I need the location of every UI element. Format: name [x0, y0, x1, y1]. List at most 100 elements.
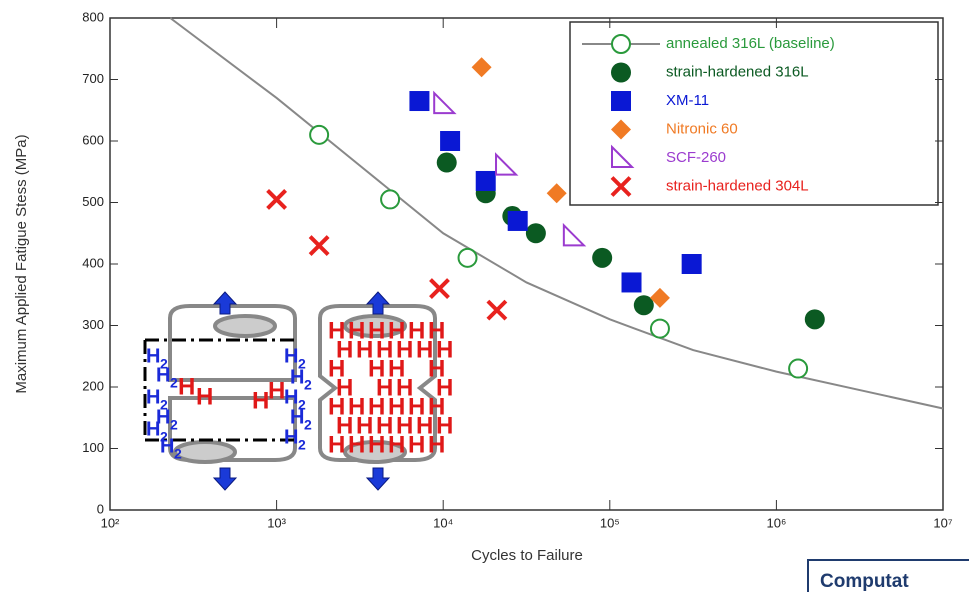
legend-marker [611, 62, 631, 83]
h-atom: H [436, 412, 453, 439]
data-point [633, 295, 654, 316]
h-atom: H [336, 374, 353, 401]
h-atom: H [416, 336, 433, 363]
specimen-cracked [318, 304, 437, 462]
legend-marker [610, 176, 632, 197]
data-point [681, 254, 702, 274]
h-atom: H [328, 355, 345, 382]
h2-subscript: 2 [304, 377, 312, 393]
h-atom: H [328, 431, 345, 458]
h2-subscript: 2 [170, 375, 178, 391]
data-point [409, 91, 430, 112]
legend-marker [611, 119, 631, 140]
legend-label: SCF-260 [666, 149, 726, 166]
x-tick-label: 10⁷ [933, 515, 952, 530]
h2-subscript: 2 [160, 356, 168, 372]
legend-label: strain-hardened 304L [666, 177, 809, 194]
h-atom: H [396, 412, 413, 439]
specimen-end [213, 314, 277, 338]
x-tick-label: 10⁴ [433, 515, 453, 530]
specimen-end [343, 440, 407, 464]
data-point [471, 57, 492, 78]
h-atom: H [336, 412, 353, 439]
y-tick-label: 400 [82, 255, 104, 270]
data-point [475, 170, 496, 191]
h2-subscript: 2 [298, 397, 306, 413]
h-atom: H [396, 374, 413, 401]
h-atom: H [388, 431, 405, 458]
h-atom: H [376, 336, 393, 363]
arrow [365, 291, 391, 315]
data-point [592, 247, 613, 268]
h-atom: H [376, 412, 393, 439]
legend-label: XM-11 [666, 92, 709, 109]
h-atom: H [428, 317, 445, 344]
arrow [212, 467, 238, 491]
h-atom: H [348, 393, 365, 420]
data-point [562, 222, 587, 247]
data-point [788, 358, 809, 379]
y-tick-label: 200 [82, 378, 104, 393]
footer-box [807, 559, 969, 592]
h-atom: H [328, 393, 345, 420]
h-atom: H [356, 336, 373, 363]
h2-label: H [156, 406, 170, 428]
h-atom: H [368, 431, 385, 458]
data-point [649, 287, 670, 308]
data-point [380, 189, 401, 210]
data-point [621, 272, 642, 293]
data-point [495, 152, 519, 176]
data-point [436, 152, 457, 173]
h-atom: H [328, 317, 345, 344]
data-point [525, 223, 546, 244]
legend-marker [611, 34, 631, 54]
specimen-end [173, 440, 237, 464]
h2-label: H [284, 426, 298, 448]
x-tick-label: 10³ [267, 515, 286, 530]
legend-label: Nitronic 60 [666, 120, 738, 137]
h2-subscript: 2 [304, 417, 312, 433]
legend [569, 21, 939, 206]
h-atom: H [252, 387, 269, 414]
arrow [365, 467, 391, 491]
h-atom: H [368, 317, 385, 344]
h2-subscript: 2 [170, 417, 178, 433]
specimen-end [343, 314, 407, 338]
y-tick-label: 100 [82, 440, 104, 455]
data-point [429, 278, 450, 300]
h2-label: H [146, 386, 160, 408]
h-atom: H [368, 355, 385, 382]
h2-label: H [146, 418, 160, 440]
h-atom: H [428, 431, 445, 458]
h-atom: H [348, 431, 365, 458]
h2-label: H [284, 345, 298, 367]
x-tick-label: 10⁵ [600, 515, 620, 530]
legend-marker [611, 144, 635, 168]
y-tick-label: 300 [82, 317, 104, 332]
h-atom: H [388, 355, 405, 382]
h-atom: H [368, 393, 385, 420]
h-atom: H [356, 412, 373, 439]
h2-label: H [156, 364, 170, 386]
h-atom: H [436, 374, 453, 401]
h-atom: H [348, 317, 365, 344]
legend-label: strain-hardened 316L [666, 63, 809, 80]
data-point [440, 131, 461, 151]
y-tick-label: 600 [82, 132, 104, 147]
y-axis-label: Maximum Applied Fatigue Stess (MPa) [13, 134, 30, 393]
h2-subscript: 2 [298, 437, 306, 453]
h-atom: H [408, 431, 425, 458]
legend-marker [611, 91, 631, 111]
h-atom: H [428, 355, 445, 382]
h2-subscript: 2 [160, 429, 168, 445]
h-atom: H [196, 383, 213, 410]
data-point [546, 183, 567, 204]
y-tick-label: 800 [82, 9, 104, 24]
y-tick-label: 0 [97, 501, 104, 516]
h2-subscript: 2 [174, 446, 182, 462]
h2-label: H [290, 366, 304, 388]
arrow [212, 291, 238, 315]
h2-subscript: 2 [298, 356, 306, 372]
h-atom: H [388, 393, 405, 420]
